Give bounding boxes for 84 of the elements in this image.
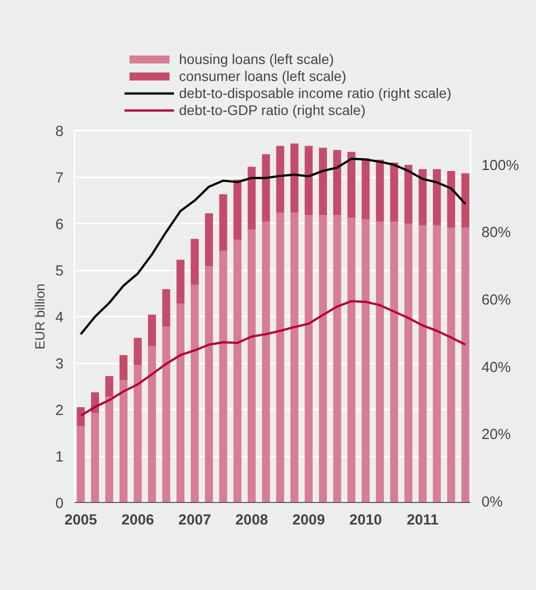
bar bbox=[148, 314, 156, 346]
bar bbox=[362, 219, 370, 502]
x-tick-label: 2010 bbox=[349, 512, 382, 528]
legend-label: debt-to-GDP ratio (right scale) bbox=[179, 102, 366, 118]
bar bbox=[91, 413, 99, 502]
bar bbox=[276, 146, 284, 213]
bar bbox=[333, 150, 342, 216]
bar bbox=[134, 364, 142, 502]
y-tick-label: 8 bbox=[55, 124, 64, 140]
bar bbox=[105, 376, 114, 396]
bar bbox=[176, 260, 184, 304]
legend-label: debt-to-disposable income ratio (right scale) bbox=[179, 85, 452, 101]
bar bbox=[447, 170, 456, 228]
bar bbox=[318, 215, 327, 502]
x-tick-label: 2009 bbox=[292, 512, 325, 528]
bar bbox=[304, 146, 313, 216]
y2-tick-label: 80% bbox=[482, 225, 511, 242]
bar bbox=[390, 222, 398, 502]
bar bbox=[162, 289, 170, 327]
line-series bbox=[80, 300, 466, 417]
bar bbox=[134, 338, 142, 365]
bar bbox=[233, 180, 242, 240]
bar bbox=[276, 212, 284, 502]
bar bbox=[290, 144, 298, 213]
bar bbox=[418, 225, 427, 502]
x-tick-label: 2011 bbox=[406, 512, 439, 528]
bar bbox=[290, 212, 298, 502]
y-tick-label: 4 bbox=[55, 310, 64, 326]
x-tick-label: 2007 bbox=[178, 512, 212, 528]
bar bbox=[219, 250, 228, 502]
bar bbox=[148, 346, 156, 502]
y2-tick-label: 60% bbox=[482, 292, 511, 309]
bar bbox=[304, 215, 313, 502]
bar bbox=[461, 228, 470, 502]
bar bbox=[347, 152, 356, 218]
bar bbox=[347, 217, 356, 502]
bar bbox=[120, 380, 128, 502]
y-tick-label: 7 bbox=[55, 170, 64, 186]
x-tick-label: 2006 bbox=[121, 512, 154, 528]
y-tick-label: 3 bbox=[55, 356, 64, 372]
bar bbox=[447, 228, 456, 502]
bar bbox=[432, 169, 441, 226]
bar bbox=[461, 173, 470, 228]
y-tick-label: 2 bbox=[55, 403, 64, 419]
bar bbox=[404, 224, 412, 502]
bar bbox=[376, 160, 384, 222]
y2-tick-label: 100% bbox=[482, 158, 519, 174]
x-tick-label: 2005 bbox=[64, 512, 98, 528]
bar bbox=[76, 407, 85, 426]
y-tick-label: 1 bbox=[55, 450, 64, 466]
bar bbox=[76, 426, 85, 502]
bar bbox=[404, 164, 412, 224]
bar bbox=[262, 154, 270, 222]
bar bbox=[204, 213, 213, 266]
bar bbox=[204, 266, 213, 502]
bar bbox=[248, 230, 256, 502]
line-series bbox=[80, 158, 466, 336]
bar bbox=[162, 326, 170, 502]
bar bbox=[190, 238, 199, 285]
bar bbox=[190, 284, 199, 502]
y-tick-label: 6 bbox=[55, 217, 64, 233]
bar bbox=[333, 215, 342, 502]
y2-tick-label: 20% bbox=[482, 427, 511, 444]
y2-tick-label: 40% bbox=[482, 360, 511, 376]
x-tick-label: 2008 bbox=[235, 512, 268, 528]
bar bbox=[105, 396, 114, 502]
bar bbox=[362, 158, 370, 220]
bar bbox=[318, 148, 327, 216]
bar bbox=[390, 162, 398, 222]
legend-label: consumer loans (left scale) bbox=[179, 68, 346, 84]
y-axis-title: EUR billion bbox=[32, 284, 48, 350]
y-tick-label: 0 bbox=[55, 496, 64, 512]
bar bbox=[432, 225, 441, 502]
bar bbox=[233, 240, 242, 502]
legend-label: housing loans (left scale) bbox=[179, 51, 334, 67]
bar bbox=[418, 169, 427, 226]
bar bbox=[176, 303, 184, 502]
bar bbox=[120, 355, 128, 380]
bar bbox=[219, 194, 228, 251]
bar bbox=[248, 166, 256, 230]
bar bbox=[262, 222, 270, 502]
bar bbox=[376, 222, 384, 502]
y-tick-label: 5 bbox=[55, 264, 64, 280]
y2-tick-label: 0% bbox=[482, 494, 503, 510]
